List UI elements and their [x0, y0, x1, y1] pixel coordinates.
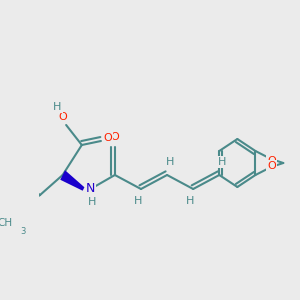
Text: O: O — [58, 112, 67, 122]
Text: O: O — [110, 132, 119, 142]
Text: H: H — [134, 196, 142, 206]
Text: N: N — [86, 182, 95, 196]
Text: O: O — [103, 133, 112, 143]
Text: H: H — [53, 102, 62, 112]
Text: H: H — [186, 196, 195, 206]
Text: CH: CH — [0, 218, 12, 228]
Text: H: H — [88, 197, 96, 207]
Text: H: H — [166, 157, 174, 167]
Text: O: O — [268, 156, 276, 166]
Text: H: H — [218, 157, 226, 167]
Polygon shape — [60, 170, 84, 191]
Text: O: O — [268, 161, 276, 171]
Text: 3: 3 — [20, 226, 25, 236]
